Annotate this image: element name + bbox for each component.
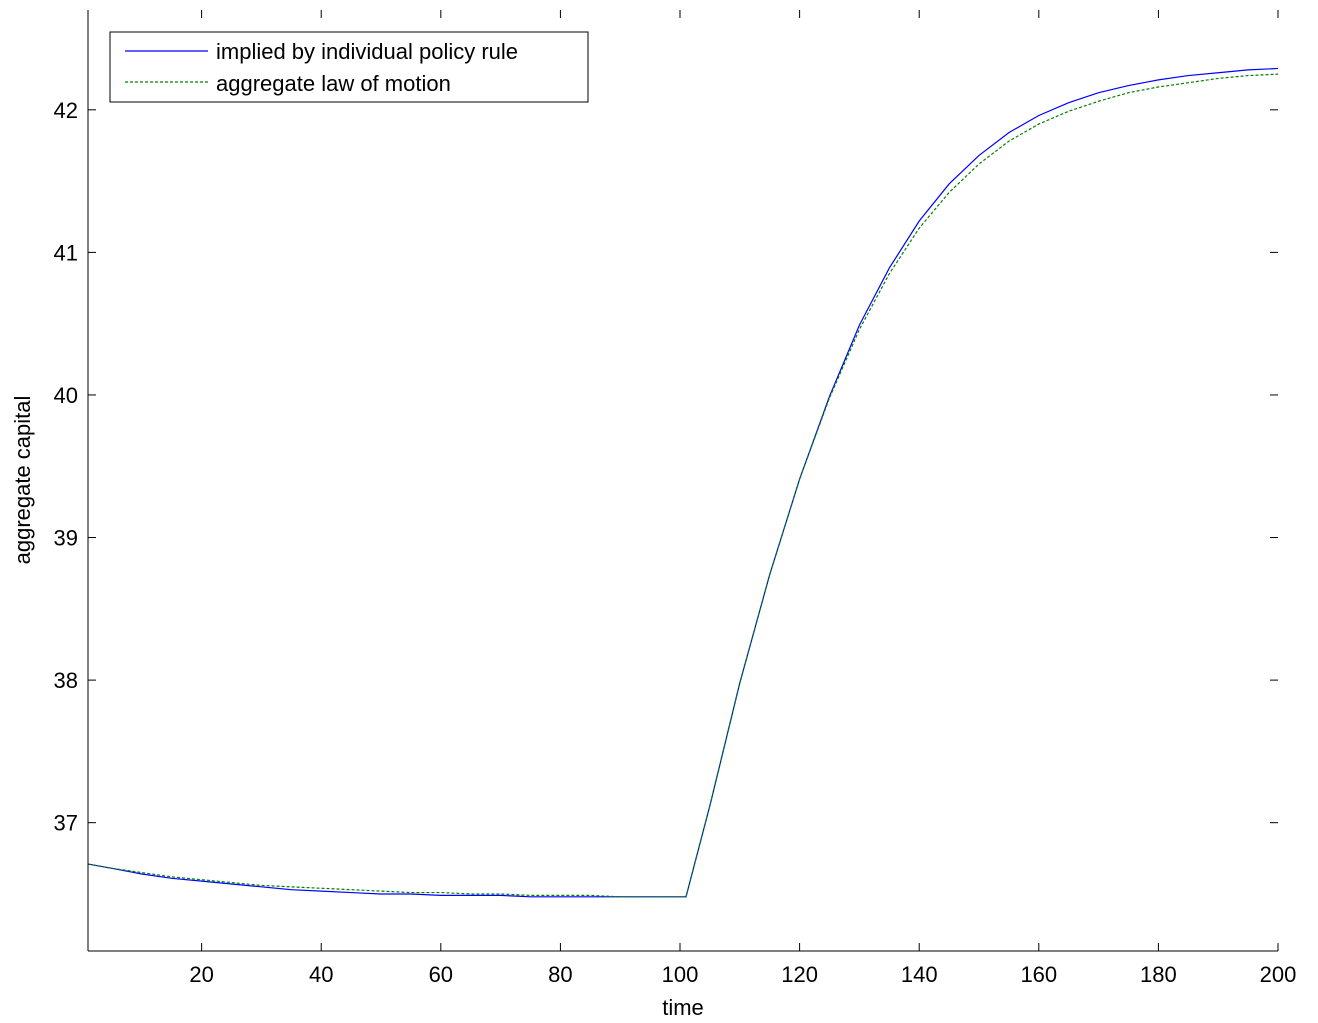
y-axis-label: aggregate capital	[10, 396, 35, 565]
x-ticks: 20 40 60 80 100 120 140 160 180 200	[189, 10, 1296, 987]
x-tick-label: 80	[548, 962, 572, 987]
x-tick-label: 40	[309, 962, 333, 987]
plot-area	[88, 10, 1278, 951]
legend-box	[109, 31, 589, 103]
x-tick-label: 120	[781, 962, 818, 987]
legend-label-series-2: aggregate law of motion	[216, 71, 451, 96]
series-layer	[87, 67, 1279, 898]
x-tick-label: 60	[429, 962, 453, 987]
y-tick-label: 37	[54, 811, 78, 836]
x-axis-label: time	[662, 995, 704, 1020]
x-tick-label: 200	[1260, 962, 1297, 987]
axes-layer	[87, 10, 1278, 952]
x-tick-label: 180	[1140, 962, 1177, 987]
y-tick-label: 41	[54, 240, 78, 265]
y-tick-label: 39	[54, 526, 78, 551]
y-tick-label: 38	[54, 668, 78, 693]
x-tick-label: 20	[189, 962, 213, 987]
series-line-1	[87, 67, 1279, 898]
legend-label-series-1: implied by individual policy rule	[216, 39, 518, 64]
x-tick-label: 160	[1020, 962, 1057, 987]
legend: implied by individual policy rule aggreg…	[109, 31, 589, 103]
x-tick-label: 140	[901, 962, 938, 987]
y-ticks: 37 38 39 40 41 42	[54, 98, 1278, 836]
y-tick-label: 42	[54, 98, 78, 123]
x-tick-label: 100	[662, 962, 699, 987]
y-tick-label: 40	[54, 383, 78, 408]
